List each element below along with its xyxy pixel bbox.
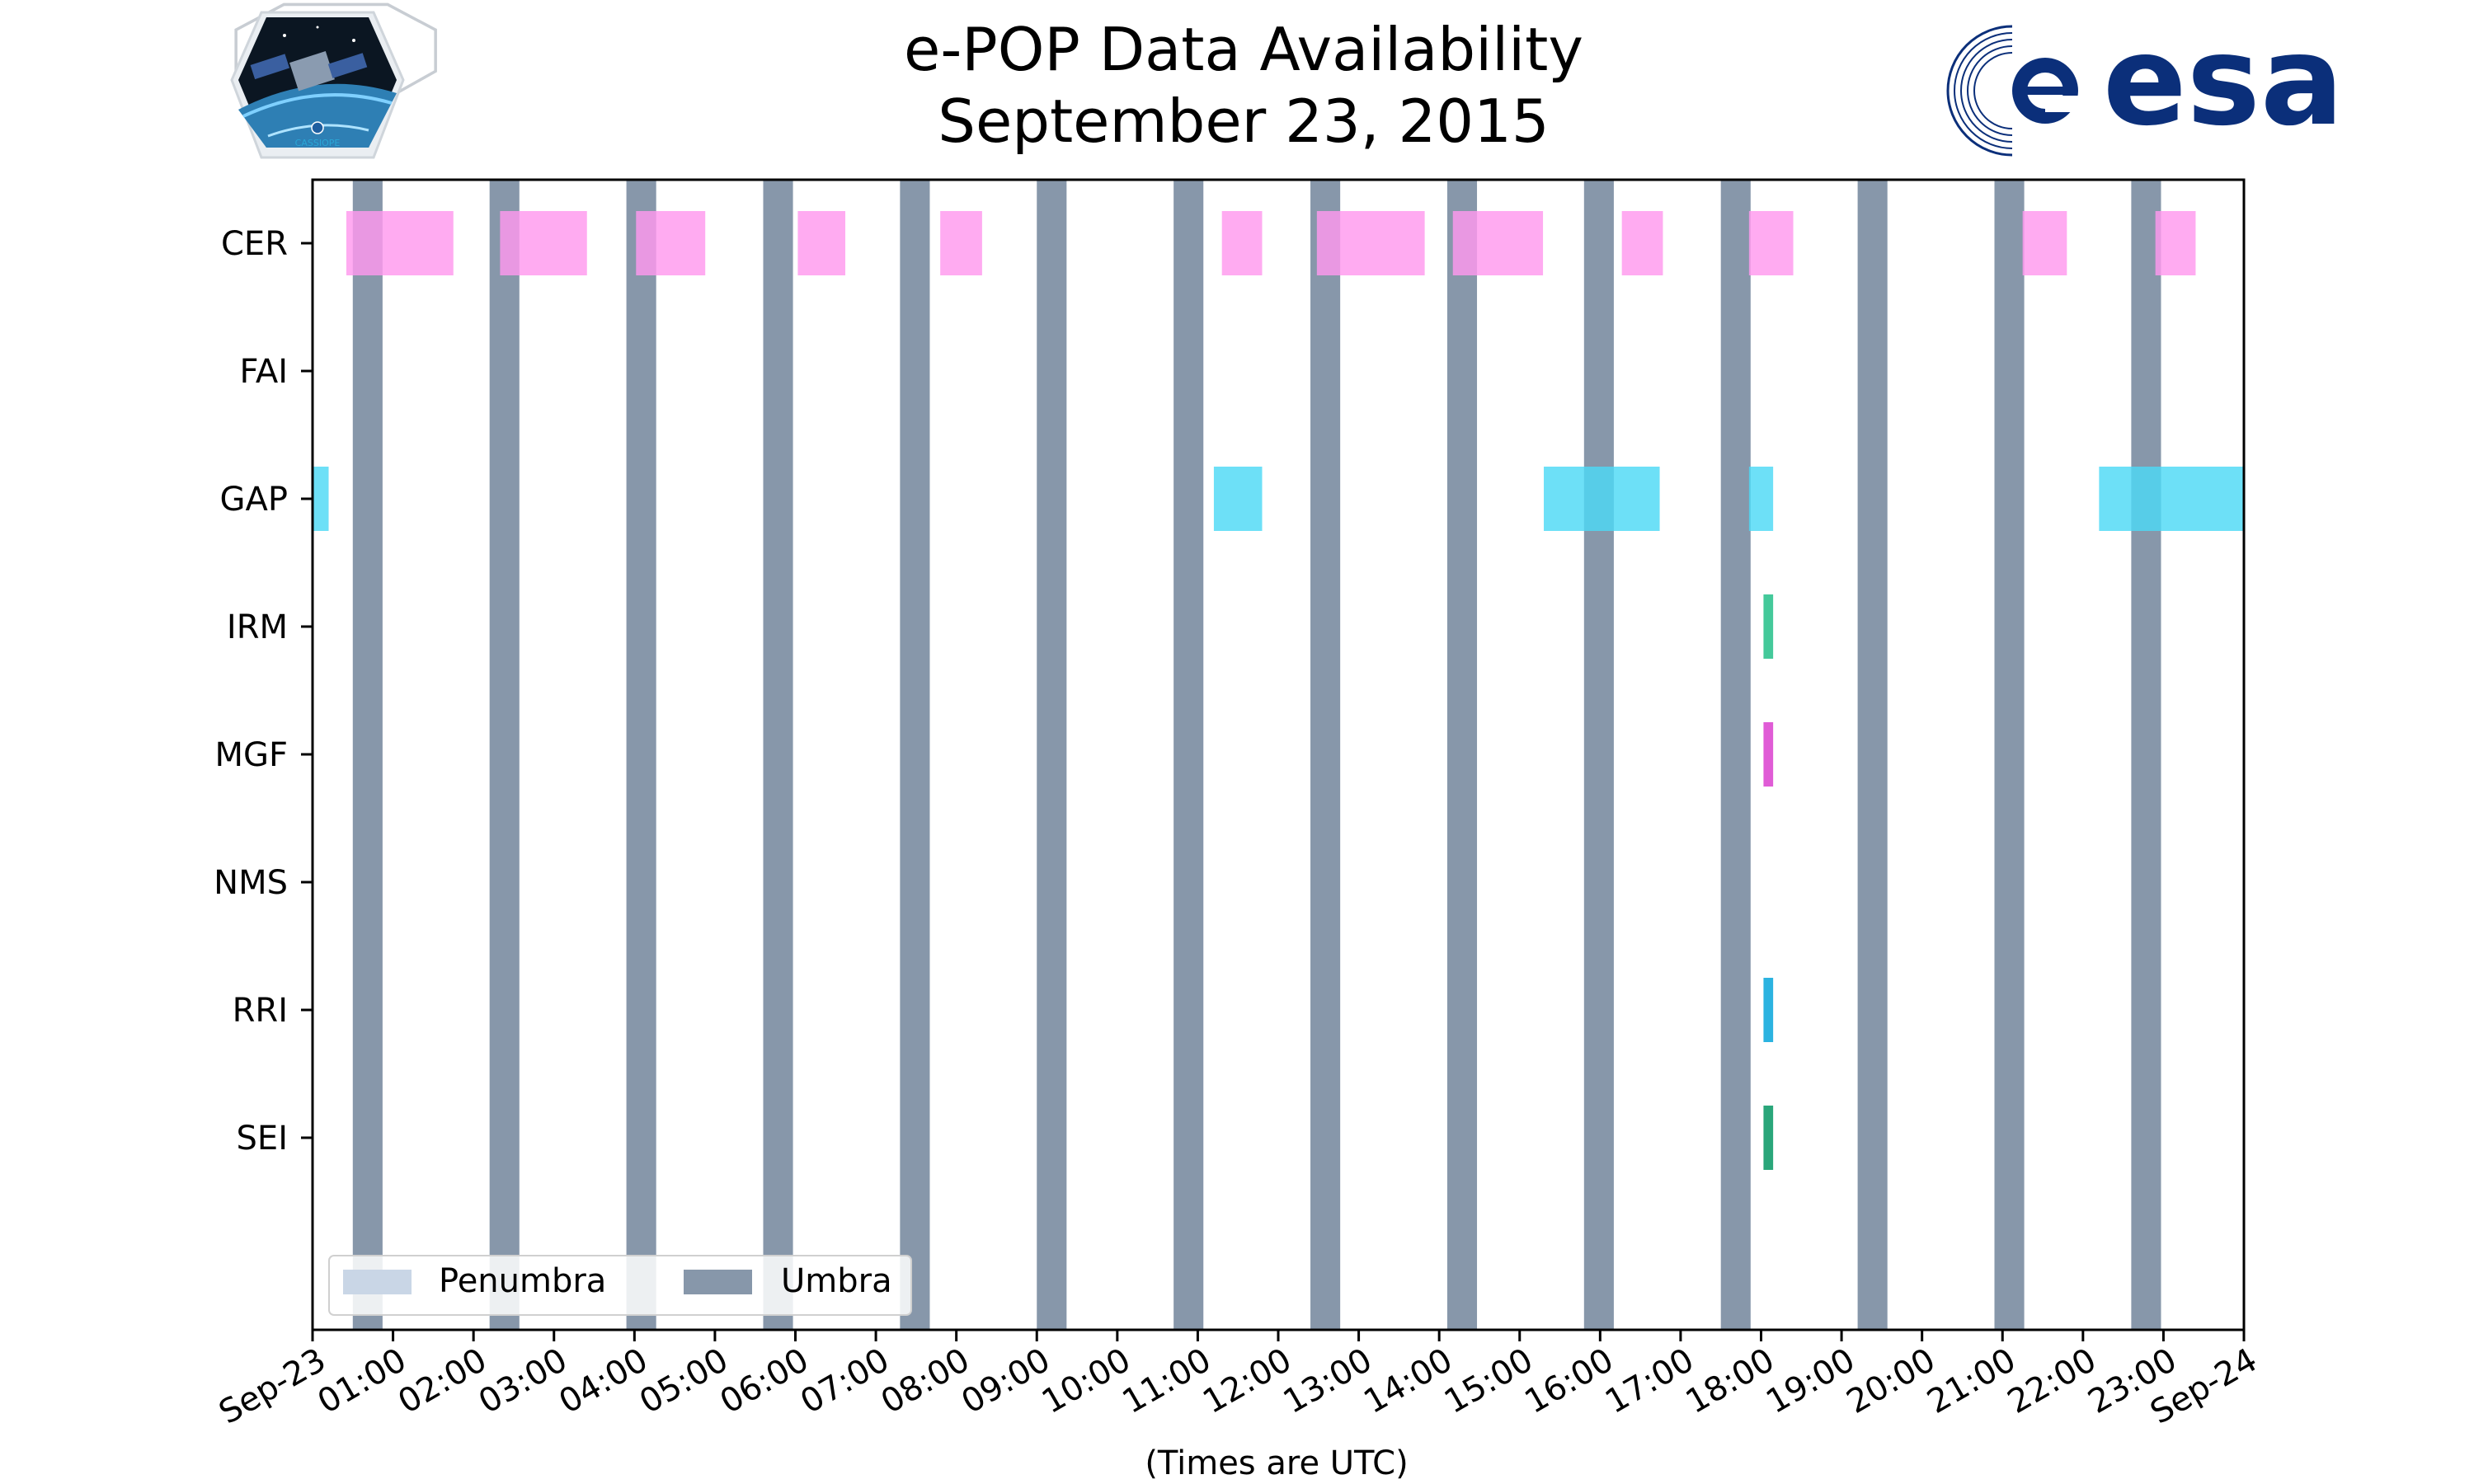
umbra-band (1310, 180, 1341, 1330)
y-tick-label: SEI (237, 1120, 288, 1158)
cassiope-logo: CASSIOPE (230, 2, 437, 159)
y-tick-label: NMS (214, 864, 288, 902)
x-tick-label: 22:00 (2001, 1341, 2103, 1421)
x-tick-label: 12:00 (1197, 1341, 1298, 1421)
bar-cer (2022, 211, 2067, 275)
bar-mgf (1763, 722, 1774, 787)
bar-sei (1763, 1106, 1774, 1170)
y-tick-label: MGF (214, 736, 288, 774)
legend-label-umbra: Umbra (781, 1262, 892, 1300)
umbra-band (1994, 180, 2025, 1330)
umbra-band (1174, 180, 1204, 1330)
umbra-band (1720, 180, 1751, 1330)
umbra-band (626, 180, 656, 1330)
bar-cer (2155, 211, 2196, 275)
x-axis-label: (Times are UTC) (1145, 1444, 1408, 1482)
bar-gap (1748, 467, 1774, 531)
umbra-layer (352, 180, 2161, 1330)
x-tick-label: 05:00 (633, 1341, 735, 1421)
bar-gap (313, 467, 329, 531)
x-axis: Sep-2301:0002:0003:0004:0005:0006:0007:0… (213, 1330, 2264, 1432)
umbra-band (1037, 180, 1067, 1330)
cassiope-logo-text: CASSIOPE (295, 138, 341, 148)
y-tick-label: RRI (233, 992, 288, 1030)
x-tick-label: 16:00 (1518, 1341, 1620, 1421)
umbra-band (1583, 180, 1614, 1330)
bar-cer (1748, 211, 1794, 275)
x-tick-label: 15:00 (1438, 1341, 1540, 1421)
umbra-band (763, 180, 793, 1330)
bar-cer (797, 211, 846, 275)
esa-logo-text: esa (2103, 10, 2344, 153)
x-tick-label: 20:00 (1841, 1341, 1942, 1421)
x-tick-label: 06:00 (714, 1341, 816, 1421)
bar-cer (500, 211, 587, 275)
x-tick-label: 04:00 (553, 1341, 654, 1421)
x-tick-label: 11:00 (1117, 1341, 1218, 1421)
legend-label-penumbra: Penumbra (439, 1262, 606, 1300)
x-tick-label: 21:00 (1921, 1341, 2022, 1421)
x-tick-label: 07:00 (794, 1341, 896, 1421)
legend-swatch-umbra (684, 1270, 752, 1294)
x-tick-label: 19:00 (1760, 1341, 1861, 1421)
bar-cer (346, 211, 454, 275)
chart-title: e-POP Data Availability (904, 15, 1583, 84)
umbra-band (1857, 180, 1888, 1330)
bar-cer (636, 211, 706, 275)
bar-rri (1763, 978, 1774, 1042)
series-layer (313, 211, 2244, 1170)
legend-box (328, 1255, 912, 1316)
x-tick-label: 18:00 (1680, 1341, 1781, 1421)
y-tick-label: IRM (227, 608, 288, 646)
x-tick-label: 08:00 (875, 1341, 976, 1421)
bar-cer (940, 211, 982, 275)
x-tick-label: 17:00 (1599, 1341, 1700, 1421)
bar-gap (2099, 467, 2244, 531)
bar-cer (1221, 211, 1263, 275)
bar-gap (1213, 467, 1263, 531)
y-tick-label: FAI (240, 353, 289, 391)
x-tick-label: 03:00 (473, 1341, 574, 1421)
umbra-band (489, 180, 520, 1330)
bar-irm (1763, 594, 1774, 659)
plot-background (313, 180, 2244, 1330)
umbra-band (2131, 180, 2161, 1330)
y-axis: CER FAI GAP IRM MGF NMS RRI SEI (214, 225, 313, 1158)
umbra-band (1446, 180, 1478, 1330)
x-tick-label: 02:00 (392, 1341, 493, 1421)
bar-cer (1621, 211, 1663, 275)
x-tick-label: 09:00 (955, 1341, 1056, 1421)
umbra-band (352, 180, 383, 1330)
x-tick-label: 14:00 (1357, 1341, 1459, 1421)
chart-subtitle: September 23, 2015 (938, 87, 1549, 156)
legend-swatch-penumbra (343, 1270, 412, 1294)
esa-logo: esa (1946, 10, 2344, 157)
y-tick-label: GAP (220, 481, 288, 519)
bar-gap (1544, 467, 1660, 531)
x-tick-label: 01:00 (312, 1341, 413, 1421)
x-tick-label: 13:00 (1277, 1341, 1379, 1421)
bar-cer (1316, 211, 1425, 275)
y-tick-label: CER (221, 225, 288, 263)
legend: Penumbra Umbra (328, 1255, 912, 1316)
plot-area: CER FAI GAP IRM MGF NMS RRI SEI Sep-2301:0002:0… (213, 178, 2264, 1432)
umbra-band (900, 180, 930, 1330)
x-tick-label: 10:00 (1036, 1341, 1137, 1421)
bar-cer (1452, 211, 1544, 275)
